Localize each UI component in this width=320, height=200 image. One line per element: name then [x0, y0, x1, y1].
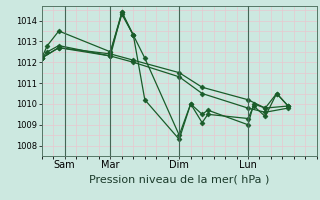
X-axis label: Pression niveau de la mer( hPa ): Pression niveau de la mer( hPa ) — [89, 174, 269, 184]
